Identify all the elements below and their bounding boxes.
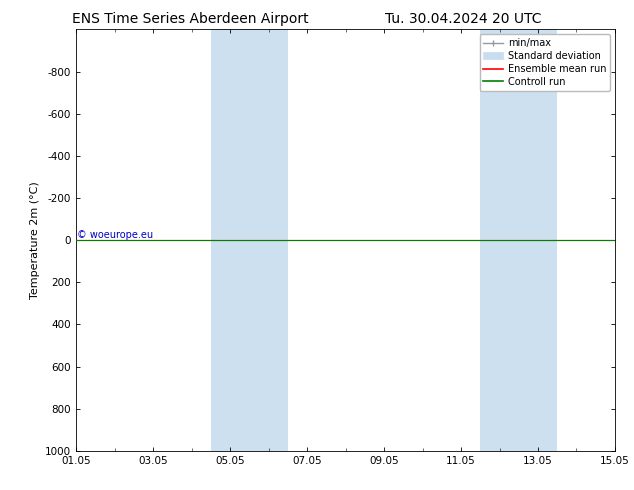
Bar [480,29,519,451]
Bar [249,29,288,451]
Text: Tu. 30.04.2024 20 UTC: Tu. 30.04.2024 20 UTC [385,12,541,26]
Y-axis label: Temperature 2m (°C): Temperature 2m (°C) [30,181,39,299]
Text: ENS Time Series Aberdeen Airport: ENS Time Series Aberdeen Airport [72,12,309,26]
Bar [519,29,557,451]
Bar [210,29,249,451]
Text: © woeurope.eu: © woeurope.eu [77,230,153,240]
Legend: min/max, Standard deviation, Ensemble mean run, Controll run: min/max, Standard deviation, Ensemble me… [479,34,610,91]
